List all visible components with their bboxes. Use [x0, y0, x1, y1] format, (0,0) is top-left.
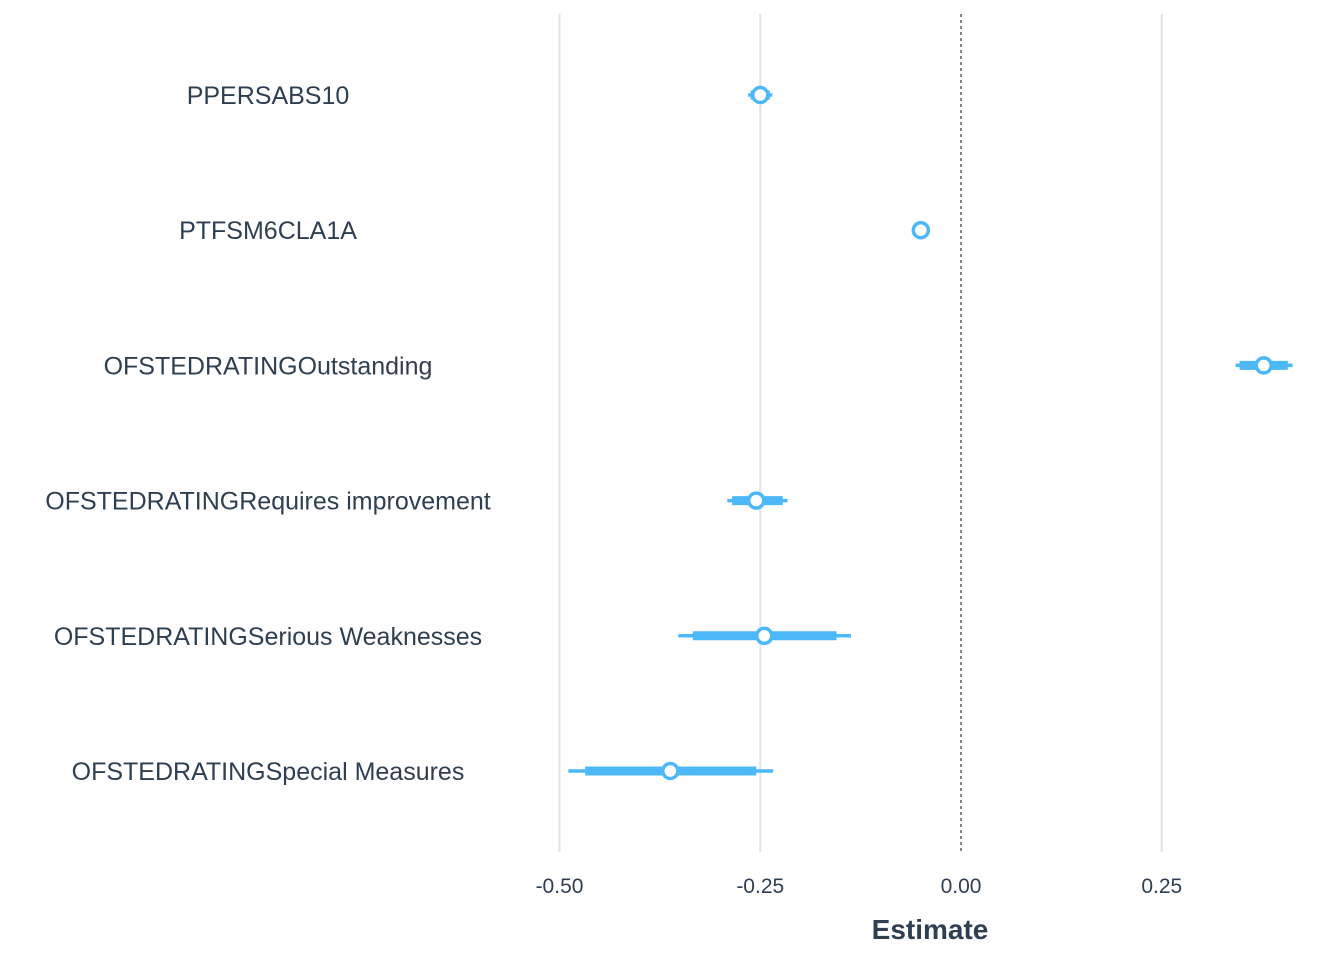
- estimate-point: [746, 491, 766, 510]
- term-label: PTFSM6CLA1A: [179, 217, 357, 245]
- estimate-point: [751, 85, 770, 105]
- term-label: OFSTEDRATINGOutstanding: [104, 352, 433, 380]
- term-label: PPERSABS10: [187, 82, 350, 110]
- term-labels: PPERSABS10 PTFSM6CLA1A OFSTEDRATINGOutstan…: [45, 82, 491, 786]
- estimate-point: [1254, 356, 1273, 375]
- x-tick-label: 0.25: [1141, 875, 1182, 898]
- x-tick-label: -0.50: [536, 875, 584, 898]
- x-tick-label: 0.00: [941, 875, 982, 898]
- term-label: OFSTEDRATINGSpecial Measures: [72, 758, 465, 786]
- term-label: OFSTEDRATINGRequires improvement: [45, 488, 491, 516]
- term-label: OFSTEDRATINGSerious Weaknesses: [54, 623, 482, 651]
- marks-layer: [568, 85, 1293, 781]
- x-axis-ticks: -0.50 -0.25 0.00 0.25: [536, 875, 1183, 898]
- x-tick-label: -0.25: [736, 875, 784, 898]
- estimate-point: [911, 220, 931, 240]
- estimate-point: [661, 761, 680, 781]
- grid-layer: [558, 14, 1163, 852]
- estimate-point: [755, 626, 774, 646]
- x-axis-title: Estimate: [872, 914, 989, 945]
